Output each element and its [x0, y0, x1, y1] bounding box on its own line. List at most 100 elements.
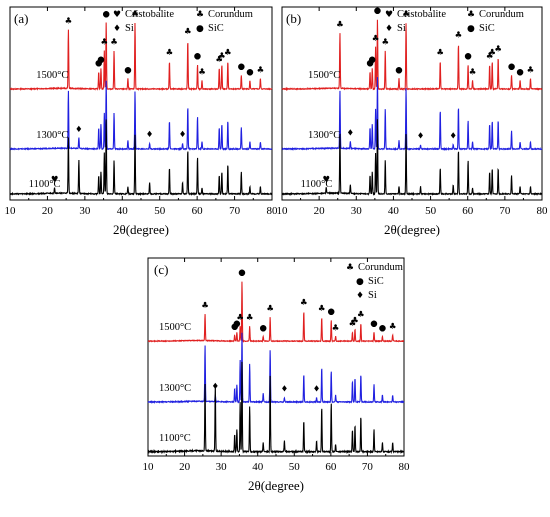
- x-axis-label: 2θ(degree): [113, 222, 169, 237]
- trace-1300c: [281, 77, 543, 151]
- legend-label: SiC: [479, 23, 495, 34]
- plot-frame: [9, 6, 273, 201]
- x-tick-label: 80: [399, 461, 411, 473]
- phase-marker: ●: [124, 65, 131, 75]
- phase-marker: ♣: [494, 44, 502, 54]
- phase-marker: ♣: [357, 310, 365, 320]
- plot-frame: [281, 6, 543, 201]
- x-tick-label: 30: [351, 205, 363, 217]
- x-tick-label: 80: [267, 205, 279, 217]
- series-label: 1500°C: [159, 322, 191, 333]
- phase-marker: ♦: [211, 382, 219, 392]
- phase-marker: ●: [464, 51, 471, 61]
- x-tick-label: 70: [499, 205, 511, 217]
- phase-marker: ●: [366, 58, 373, 68]
- series-label: 1300°C: [36, 130, 68, 141]
- series-label: 1100°C: [29, 179, 61, 190]
- phase-marker: ♣: [224, 48, 232, 58]
- legend-label: Si: [397, 23, 406, 34]
- x-tick-label: 20: [179, 461, 191, 473]
- x-tick-label: 20: [314, 205, 326, 217]
- legend-label: Si: [125, 23, 134, 34]
- x-tick-label: 60: [462, 205, 474, 217]
- phase-marker: ♣: [300, 298, 308, 308]
- phase-marker: ♣: [402, 9, 410, 19]
- phase-marker: ●: [97, 55, 104, 65]
- x-tick-label: 80: [537, 205, 549, 217]
- series-label: 1500°C: [36, 70, 68, 81]
- phase-marker: ●: [328, 307, 335, 317]
- x-tick-label: 60: [325, 461, 337, 473]
- x-axis-label: 2θ(degree): [384, 222, 440, 237]
- phase-marker: ●: [238, 268, 245, 278]
- legend-label: Cristobalite: [125, 9, 174, 20]
- phase-marker: ♣: [65, 16, 73, 26]
- phase-marker: ♦: [417, 132, 425, 142]
- phase-marker: ♦: [75, 125, 83, 135]
- trace-1500c: [281, 19, 543, 92]
- panel-label: (b): [286, 11, 301, 26]
- phase-marker: ●: [395, 65, 402, 75]
- series-label: 1300°C: [159, 383, 191, 394]
- x-tick-label: 50: [154, 205, 166, 217]
- trace-1100c: [9, 119, 273, 196]
- legend-label: Corundum: [208, 9, 253, 20]
- legend-symbol: ●: [196, 24, 204, 34]
- x-tick-label: 50: [289, 461, 301, 473]
- phase-marker: ♣: [198, 68, 206, 78]
- trace-1300c: [9, 80, 273, 152]
- phase-marker: ♣: [455, 30, 463, 40]
- phase-marker: ♣: [246, 313, 254, 323]
- phase-marker: ♣: [389, 322, 397, 332]
- phase-marker: ♣: [257, 65, 265, 75]
- legend-label: Si: [368, 290, 377, 301]
- phase-marker: ●: [238, 62, 245, 72]
- phase-marker: ♦: [313, 385, 321, 395]
- phase-marker: ♣: [218, 51, 226, 61]
- phase-marker: ♣: [131, 9, 139, 19]
- trace-1500c: [147, 281, 405, 343]
- legend-label: Cristobalite: [397, 9, 446, 20]
- phase-marker: ♣: [266, 304, 274, 314]
- phase-marker: ♦: [146, 130, 154, 140]
- x-tick-label: 10: [143, 461, 155, 473]
- series-label: 1500°C: [308, 70, 340, 81]
- phase-marker: ♣: [527, 65, 535, 75]
- phase-marker: ♣: [469, 68, 477, 78]
- legend: ♥ Cristobalite ♣ Corundum♦ Si ● SiC: [385, 9, 524, 34]
- legend-symbol: ♦: [356, 291, 364, 301]
- legend-symbol: ●: [467, 24, 475, 34]
- legend-symbol: ♣: [346, 263, 354, 273]
- phase-marker: ●: [369, 55, 376, 65]
- phase-marker: ♦: [179, 130, 187, 140]
- series-label: 1100°C: [301, 179, 333, 190]
- phase-marker: ●: [233, 319, 240, 329]
- phase-marker: ●: [379, 323, 386, 333]
- phase-marker: ●: [374, 6, 381, 16]
- legend-symbol: ♦: [385, 24, 393, 34]
- x-tick-label: 40: [117, 205, 129, 217]
- phase-marker: ♣: [166, 48, 174, 58]
- panel-label: (c): [154, 262, 168, 277]
- phase-marker: ●: [231, 322, 238, 332]
- phase-marker: ●: [246, 68, 253, 78]
- x-tick-label: 70: [229, 205, 241, 217]
- legend-symbol: ♦: [113, 24, 121, 34]
- phase-marker: ♣: [436, 48, 444, 58]
- x-tick-label: 50: [425, 205, 437, 217]
- x-tick-label: 10: [277, 205, 289, 217]
- phase-marker: ♦: [449, 132, 457, 142]
- series-label: 1100°C: [159, 433, 191, 444]
- legend-symbol: ♣: [196, 10, 204, 20]
- x-tick-label: 70: [362, 461, 374, 473]
- phase-marker: ♣: [184, 27, 192, 37]
- phase-marker: ♣: [486, 51, 494, 61]
- phase-marker: ♣: [381, 37, 389, 47]
- trace-1100c: [147, 361, 405, 455]
- trace-1500c: [9, 22, 273, 92]
- x-tick-label: 30: [79, 205, 91, 217]
- legend-symbol: ♣: [467, 10, 475, 20]
- phase-marker: ♣: [201, 301, 209, 311]
- plot-frame: [147, 257, 405, 457]
